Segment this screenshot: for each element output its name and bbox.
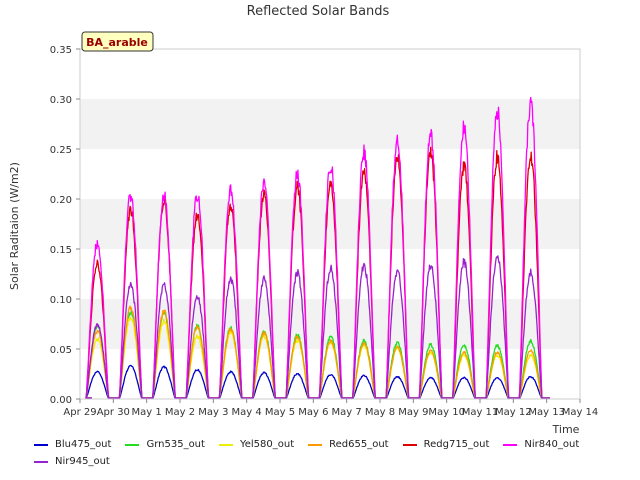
legend: Blu475_out Grn535_out Yel580_out Red655_out… xyxy=(34,436,634,470)
plot-lines xyxy=(85,96,550,399)
grid-band xyxy=(80,149,580,199)
x-tick-label: May 14 xyxy=(562,407,599,418)
x-tick-label: May 3 xyxy=(198,407,228,418)
series-line-nir945-out xyxy=(85,255,550,399)
x-tick-label: May 5 xyxy=(265,407,295,418)
grid-band xyxy=(80,349,580,399)
chart-title: Reflected Solar Bands xyxy=(247,4,390,19)
legend-swatch xyxy=(503,443,518,446)
plot-frame xyxy=(79,48,581,400)
x-tick-label: May 1 xyxy=(132,407,162,418)
legend-item: Redg715_out xyxy=(402,436,490,453)
legend-item: Yel580_out xyxy=(218,436,295,453)
x-ticks: Apr 29 Apr 30 May 1 May 2 May 3 May 4 May 5 May… xyxy=(63,399,598,418)
x-axis-label: Time xyxy=(552,423,580,436)
y-tick-label: 0.15 xyxy=(50,245,72,256)
y-tick-label: 0.35 xyxy=(50,45,72,56)
x-tick-label: May 8 xyxy=(365,407,395,418)
grid-bands xyxy=(80,49,580,399)
y-ticks: 0.00 0.05 0.10 0.15 0.20 0.25 0.30 0.35 xyxy=(50,45,80,406)
x-tick-label: May 6 xyxy=(298,407,328,418)
x-tick-label: May 11 xyxy=(462,407,499,418)
x-tick-label: May 12 xyxy=(495,407,532,418)
legend-item: Nir840_out xyxy=(503,436,579,453)
y-tick-label: 0.00 xyxy=(50,395,72,406)
y-tick-label: 0.20 xyxy=(50,195,72,206)
legend-label: Nir945_out xyxy=(55,456,110,467)
y-tick-label: 0.10 xyxy=(50,295,72,306)
y-tick-label: 0.30 xyxy=(50,95,72,106)
legend-item: Grn535_out xyxy=(125,436,205,453)
grid-band xyxy=(80,99,580,149)
legend-label: Blu475_out xyxy=(55,439,112,450)
x-tick-label: May 7 xyxy=(332,407,362,418)
y-axis-label: Solar Raditaion (W/m2) xyxy=(8,162,21,290)
legend-item: Nir945_out xyxy=(34,453,110,470)
x-tick-label: May 2 xyxy=(165,407,195,418)
legend-label: Grn535_out xyxy=(146,439,205,450)
x-tick-label: Apr 30 xyxy=(97,407,130,418)
annotation-box xyxy=(81,31,154,52)
legend-item: Blu475_out xyxy=(34,436,111,453)
legend-label: Red655_out xyxy=(329,439,389,450)
legend-swatch xyxy=(125,443,140,446)
legend-item: Red655_out xyxy=(308,436,389,453)
legend-swatch xyxy=(402,443,417,446)
y-tick-label: 0.05 xyxy=(50,345,72,356)
legend-swatch xyxy=(218,443,233,446)
x-tick-label: May 10 xyxy=(428,407,465,418)
grid-band xyxy=(80,49,580,99)
x-tick-label: May 4 xyxy=(232,407,262,418)
y-tick-label: 0.25 xyxy=(50,145,72,156)
legend-swatch xyxy=(34,443,48,446)
x-tick-label: May 9 xyxy=(398,407,428,418)
x-tick-label: Apr 29 xyxy=(63,407,96,418)
legend-swatch xyxy=(308,443,323,446)
legend-label: Nir840_out xyxy=(524,439,580,450)
grid-band xyxy=(80,199,580,249)
legend-label: Yel580_out xyxy=(239,439,295,450)
annotation-label: BA_arable xyxy=(86,36,148,49)
legend-swatch xyxy=(34,460,48,463)
x-tick-label: May 13 xyxy=(528,407,565,418)
legend-label: Redg715_out xyxy=(423,439,490,450)
